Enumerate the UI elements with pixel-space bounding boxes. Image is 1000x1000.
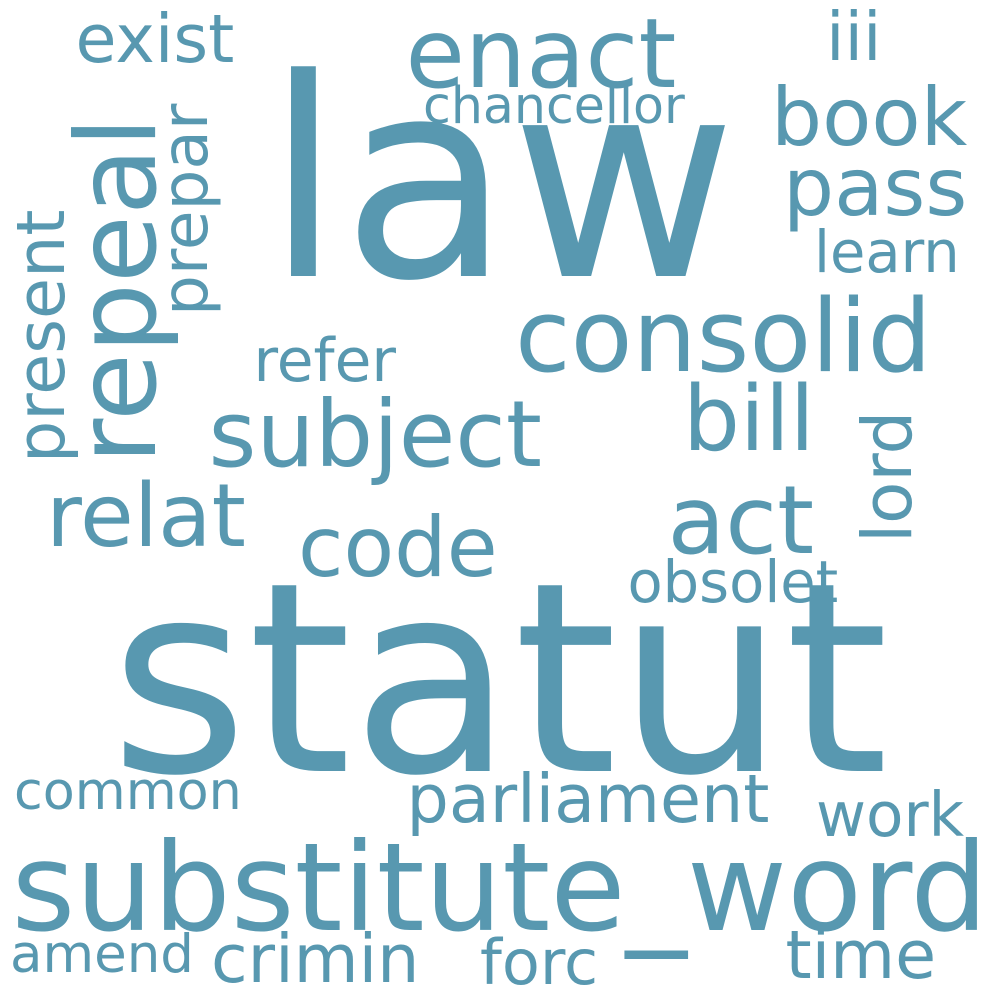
word-book: book bbox=[771, 69, 968, 164]
word-chancellor: chancellor bbox=[423, 75, 685, 135]
word-obsolet: obsolet bbox=[627, 549, 839, 616]
word-law: law bbox=[265, 21, 737, 342]
word-parliament: parliament bbox=[406, 759, 770, 838]
word-lord: lord bbox=[847, 410, 928, 543]
word-code: code bbox=[298, 498, 498, 596]
word-pass: pass bbox=[783, 139, 968, 234]
word-substitute-word: substitute_word bbox=[11, 815, 989, 959]
word-relat: relat bbox=[46, 464, 246, 567]
word-common: common bbox=[14, 761, 242, 822]
word-present: present bbox=[1, 209, 80, 464]
word-prepar: prepar bbox=[148, 103, 223, 316]
word-iii: iii bbox=[826, 0, 882, 76]
word-subject: subject bbox=[208, 381, 542, 488]
word-amend: amend bbox=[10, 923, 194, 985]
word-consolid: consolid bbox=[515, 276, 932, 395]
word-learn: learn bbox=[814, 219, 960, 286]
word-act: act bbox=[667, 466, 815, 576]
word-bill: bill bbox=[683, 368, 815, 472]
word-refer: refer bbox=[253, 326, 397, 396]
word-forc: forc bbox=[480, 926, 599, 999]
word-statut: statut bbox=[110, 525, 889, 834]
word-crimin: crimin bbox=[211, 919, 420, 998]
word-work: work bbox=[816, 779, 965, 851]
word-exist: exist bbox=[75, 0, 235, 78]
word-enact: enact bbox=[405, 0, 677, 110]
word-time: time bbox=[785, 915, 937, 994]
